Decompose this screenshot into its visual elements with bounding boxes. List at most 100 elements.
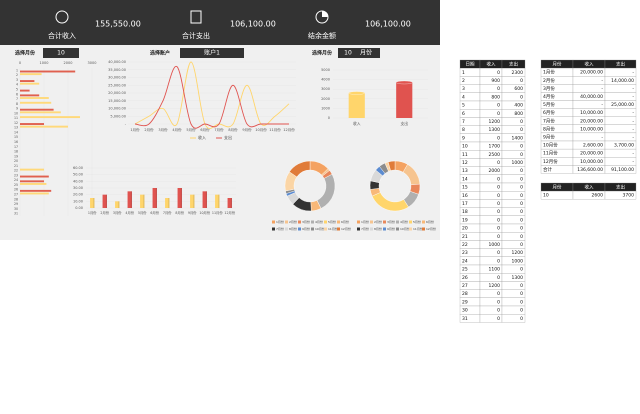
legend-label: 8月份 bbox=[289, 226, 297, 231]
bar bbox=[165, 198, 170, 208]
table-cell-text: 0 bbox=[520, 308, 523, 314]
table-cell-text: 2月份 bbox=[543, 77, 555, 84]
table-cell-text: 8月份 bbox=[543, 125, 555, 132]
table-cell-text: 0 bbox=[497, 160, 500, 166]
x-tick-label: 1月份 bbox=[130, 127, 140, 132]
table-cell-text: 14 bbox=[462, 176, 468, 182]
table-cell-text: - bbox=[632, 152, 634, 157]
table-cell-text: 21 bbox=[462, 234, 468, 240]
table-cell-text: 1000 bbox=[512, 258, 524, 264]
legend-swatch bbox=[422, 227, 425, 231]
y-tick-label: 5000 bbox=[321, 68, 330, 72]
y-tick-label: 60.00 bbox=[73, 166, 83, 170]
legend-label: 9月份 bbox=[302, 226, 310, 231]
table-cell-text: 19 bbox=[462, 217, 468, 223]
x-tick-label: 3000 bbox=[88, 61, 97, 65]
bar bbox=[20, 73, 42, 76]
y-tick-label: 17 bbox=[14, 145, 18, 149]
table-cell-text: 0 bbox=[497, 185, 500, 191]
legend-label: 4月份 bbox=[315, 219, 323, 224]
control-value[interactable]: 10 bbox=[57, 50, 65, 57]
y-tick-label: 8 bbox=[16, 102, 18, 106]
table-cell-text: 11月份 bbox=[543, 150, 558, 157]
table-cell-text: 10,000.00 bbox=[580, 126, 603, 132]
x-tick-label: 7月份 bbox=[163, 210, 172, 215]
x-tick-label: 6月份 bbox=[150, 210, 159, 215]
table-cell-text: 0 bbox=[497, 176, 500, 182]
table-cell-text: - bbox=[632, 135, 634, 140]
x-tick-label: 4月份 bbox=[125, 210, 134, 215]
control-box[interactable] bbox=[338, 48, 380, 58]
legend-swatch bbox=[370, 227, 373, 231]
table-cell-text: 1400 bbox=[512, 135, 524, 141]
table-cell-text: 3,700.00 bbox=[614, 143, 634, 149]
bar bbox=[20, 94, 40, 97]
table-header: 收入 bbox=[487, 61, 496, 68]
table-cell-text: 5 bbox=[462, 103, 465, 109]
table-cell-text: 25 bbox=[462, 267, 468, 273]
legend-label: 8月份 bbox=[374, 226, 382, 231]
legend-label: 支出 bbox=[224, 134, 232, 140]
table-header: 日期 bbox=[466, 62, 475, 68]
kpi-label: 合计收入 bbox=[48, 31, 76, 40]
control-value[interactable]: 10 bbox=[344, 50, 352, 57]
y-tick-label: 20,000.00 bbox=[108, 91, 126, 95]
table-header: 支出 bbox=[616, 184, 625, 191]
table-cell-text: 0 bbox=[497, 258, 500, 264]
income-icon bbox=[55, 10, 69, 24]
table-cell-text: 0 bbox=[520, 217, 523, 223]
table-header: 收入 bbox=[585, 61, 594, 68]
table-cell bbox=[604, 67, 637, 77]
x-tick-label: 9月份 bbox=[188, 210, 197, 215]
table-cell-text: 2600 bbox=[592, 193, 604, 199]
table-cell-text: 0 bbox=[497, 70, 500, 76]
table-cell-text: 0 bbox=[520, 176, 523, 182]
table-cell-text: 11 bbox=[462, 152, 468, 158]
table-cell-text: 1月份 bbox=[543, 69, 555, 76]
x-tick-label: 10月份 bbox=[255, 127, 267, 132]
table-header: 月份 bbox=[553, 61, 562, 68]
y-tick-label: 0.00 bbox=[75, 206, 83, 210]
y-tick-label: 1000 bbox=[321, 106, 330, 110]
table-cell-text: 20,000.00 bbox=[580, 151, 603, 157]
table-cell-text: 0 bbox=[520, 193, 523, 199]
x-tick-label: 0 bbox=[19, 61, 21, 65]
table-cell bbox=[572, 100, 606, 109]
x-tick-label: 8月份 bbox=[175, 210, 184, 215]
bar bbox=[20, 189, 52, 192]
donut-segment bbox=[289, 160, 311, 178]
y-tick-label: 22 bbox=[14, 169, 18, 173]
table-cell-text: 30 bbox=[462, 308, 468, 314]
table-cell-text: - bbox=[632, 160, 634, 165]
table-cell-text: 20,000.00 bbox=[580, 118, 603, 124]
table-cell-text: 29 bbox=[462, 299, 468, 305]
bar bbox=[20, 182, 47, 185]
y-tick-label: 30,000.00 bbox=[108, 76, 126, 80]
control-value[interactable]: 账户1 bbox=[204, 49, 220, 57]
table-cell bbox=[572, 132, 606, 142]
bar-shade bbox=[218, 194, 220, 208]
control-box[interactable] bbox=[43, 48, 79, 58]
bar bbox=[20, 108, 54, 111]
legend-swatch bbox=[422, 220, 425, 224]
table-cell bbox=[604, 190, 637, 200]
control-box[interactable] bbox=[180, 48, 244, 58]
table-cell-text: 0 bbox=[520, 283, 523, 289]
table-cell-text: 0 bbox=[520, 119, 523, 125]
y-tick-label: 4 bbox=[16, 83, 18, 87]
table-cell bbox=[604, 92, 637, 101]
table-cell-text: 8 bbox=[462, 127, 465, 133]
table-cell-text: 1200 bbox=[489, 283, 501, 289]
table-cell-text: 0 bbox=[497, 316, 500, 322]
legend-label: 4月份 bbox=[400, 219, 408, 224]
y-tick-label: 40.00 bbox=[73, 179, 83, 183]
bar bbox=[20, 101, 52, 104]
table-cell-text: 0 bbox=[520, 316, 523, 322]
bar bbox=[20, 116, 80, 119]
bar-shade bbox=[118, 201, 120, 208]
legend-swatch bbox=[285, 227, 288, 231]
bar bbox=[20, 125, 68, 128]
bar bbox=[20, 123, 44, 125]
y-tick-label: 1 bbox=[16, 68, 18, 72]
